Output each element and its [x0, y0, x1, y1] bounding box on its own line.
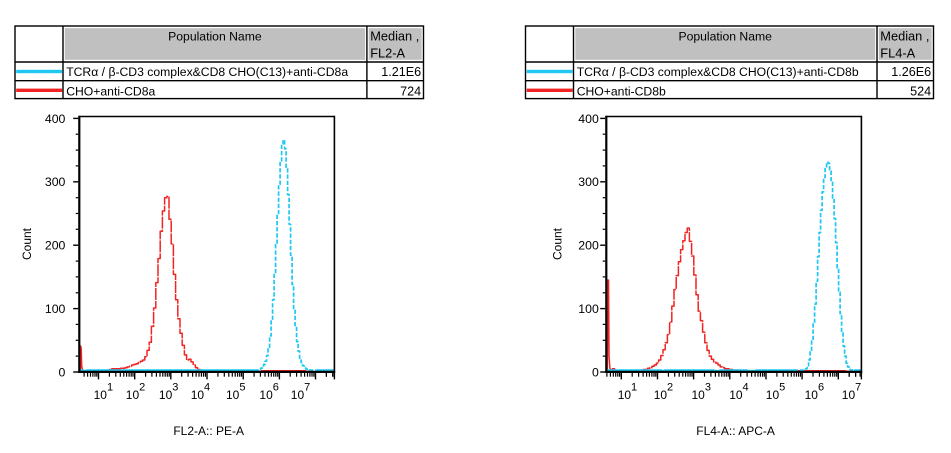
svg-text:Count: Count	[551, 227, 565, 260]
svg-text:FL2-A: FL2-A	[370, 46, 405, 61]
svg-text:1.26E6: 1.26E6	[891, 65, 931, 79]
svg-text:400: 400	[578, 112, 599, 126]
svg-text:FL2-A:: PE-A: FL2-A:: PE-A	[173, 424, 244, 438]
svg-text:Population Name: Population Name	[168, 30, 262, 44]
svg-text:FL4-A:: APC-A: FL4-A:: APC-A	[696, 424, 775, 438]
svg-text:Population Name: Population Name	[678, 30, 772, 44]
svg-text:100: 100	[578, 302, 599, 316]
svg-text:TCRα / β-CD3 complex&CD8 CHO(C: TCRα / β-CD3 complex&CD8 CHO(C13)+anti-C…	[577, 65, 859, 79]
svg-text:100: 100	[45, 302, 66, 316]
svg-text:724: 724	[400, 85, 421, 99]
svg-text:1.21E6: 1.21E6	[381, 65, 421, 79]
svg-text:0: 0	[59, 365, 66, 379]
svg-text:Count: Count	[20, 227, 34, 260]
svg-text:300: 300	[45, 175, 66, 189]
svg-text:524: 524	[910, 85, 931, 99]
svg-text:300: 300	[578, 175, 599, 189]
svg-text:200: 200	[45, 239, 66, 253]
svg-text:TCRα / β-CD3 complex&CD8 CHO(C: TCRα / β-CD3 complex&CD8 CHO(C13)+anti-C…	[66, 65, 348, 79]
svg-text:200: 200	[578, 239, 599, 253]
svg-text:FL4-A: FL4-A	[880, 46, 915, 61]
svg-text:CHO+anti-CD8a: CHO+anti-CD8a	[66, 85, 155, 99]
svg-text:Median ,: Median ,	[880, 29, 929, 44]
svg-text:CHO+anti-CD8b: CHO+anti-CD8b	[577, 85, 666, 99]
svg-text:Median ,: Median ,	[370, 29, 419, 44]
svg-text:400: 400	[45, 112, 66, 126]
svg-text:0: 0	[592, 365, 599, 379]
